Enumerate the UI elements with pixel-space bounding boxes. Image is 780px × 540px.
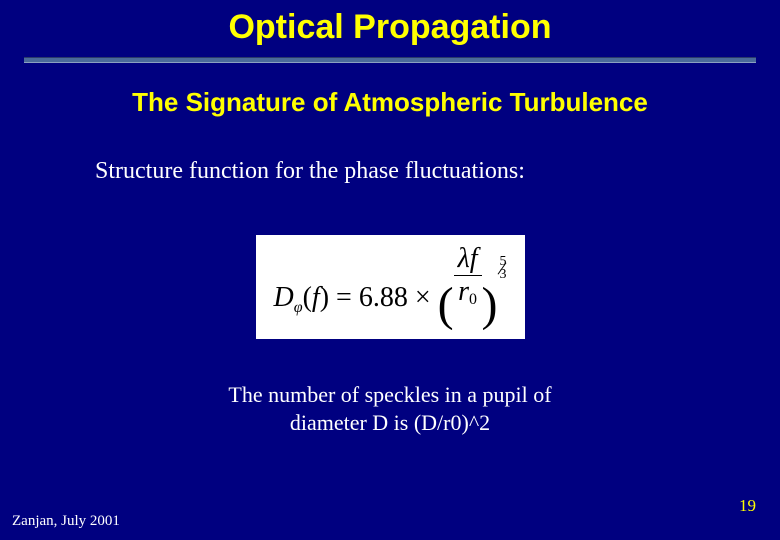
divider-line xyxy=(24,57,756,63)
formula-exponent: 5 3 xyxy=(500,256,507,281)
formula-lhs-arg: f xyxy=(312,282,320,313)
formula-big-lparen: ( xyxy=(438,281,454,329)
formula-close-paren: ) xyxy=(320,282,329,313)
slide-subtitle: The Signature of Atmospheric Turbulence xyxy=(0,87,780,118)
formula-frac-den-sub: 0 xyxy=(469,291,477,308)
formula-lhs-D: D xyxy=(274,282,294,313)
formula-exp-den: 3 xyxy=(500,269,507,282)
formula-frac-num: λf xyxy=(454,245,482,275)
caption-block: The number of speckles in a pupil of dia… xyxy=(0,381,780,436)
footer-location-date: Zanjan, July 2001 xyxy=(12,513,120,530)
formula-frac-den-sym: r xyxy=(458,276,469,307)
caption-line-2: diameter D is (D/r0)^2 xyxy=(0,409,780,437)
formula-lhs-subscript: φ xyxy=(294,299,303,316)
formula-big-rparen: ) xyxy=(482,281,498,329)
formula-equals: = xyxy=(329,282,359,313)
divider-wrap xyxy=(0,47,780,63)
caption-line-1: The number of speckles in a pupil of xyxy=(0,381,780,409)
page-number: 19 xyxy=(739,496,756,516)
formula-constant: 6.88 xyxy=(359,282,408,313)
slide-title: Optical Propagation xyxy=(0,0,780,47)
formula-times: × xyxy=(408,282,438,313)
formula-container: Dφ(f) = 6.88 × ( λf r0 ) 5 3 xyxy=(0,235,780,339)
formula-frac-den: r0 xyxy=(454,275,482,308)
formula-open-paren: ( xyxy=(303,282,312,313)
formula-fraction: λf r0 xyxy=(454,245,482,308)
structure-function-formula: Dφ(f) = 6.88 × ( λf r0 ) 5 3 xyxy=(256,235,525,339)
body-line: Structure function for the phase fluctua… xyxy=(0,158,780,185)
